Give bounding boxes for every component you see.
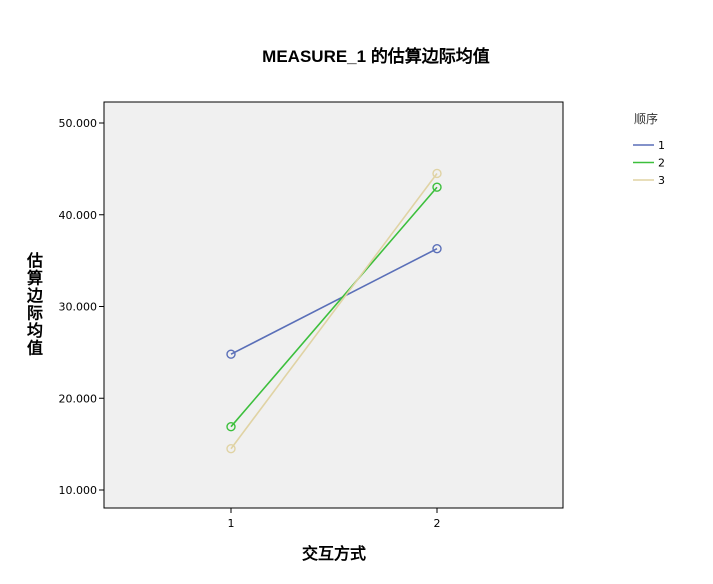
series-line-1 (230, 247, 438, 355)
series-layer (226, 168, 442, 454)
data-point-series-1 (432, 243, 442, 254)
chart-title: MEASURE_1 的估算边际均值 (262, 46, 490, 66)
data-point-series-3 (226, 444, 236, 454)
y-tick-label: 10.000 (59, 484, 98, 497)
legend-label: 1 (658, 139, 665, 152)
data-point-series-1 (226, 349, 236, 359)
y-axis: 10.000 20.000 30.000 40.000 50.000 (59, 117, 104, 497)
y-tick-label: 50.000 (59, 117, 98, 130)
legend-label: 2 (658, 157, 665, 170)
y-tick-label: 30.000 (59, 301, 98, 314)
series-line-3 (230, 172, 438, 450)
x-tick-label: 1 (228, 517, 235, 530)
y-axis-label-text: 估算边际均值 (26, 251, 44, 358)
x-axis-label: 交互方式 (302, 544, 366, 563)
plot-area (103, 101, 564, 509)
data-point-series-2 (226, 421, 236, 432)
data-point-series-2 (432, 182, 442, 192)
legend-title: 顺序 (634, 111, 658, 126)
y-axis-label: 估算边际均值 (26, 251, 44, 358)
y-tick-label: 40.000 (59, 209, 98, 222)
series-line-2 (230, 186, 438, 428)
data-point-series-3 (432, 168, 442, 179)
legend: 顺序 1 2 3 (633, 111, 665, 187)
x-tick-label: 2 (434, 517, 441, 530)
legend-label: 3 (658, 174, 665, 187)
y-tick-label: 20.000 (59, 392, 98, 405)
